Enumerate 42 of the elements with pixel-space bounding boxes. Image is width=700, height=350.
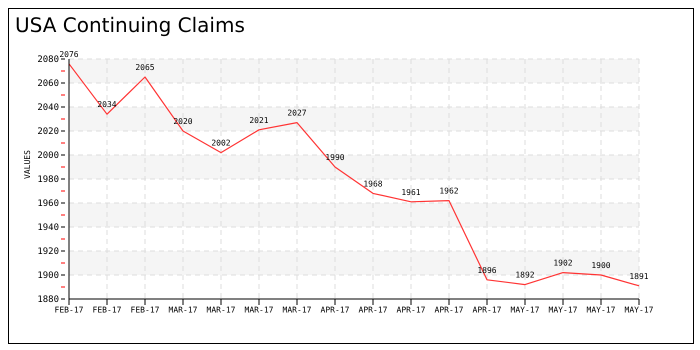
x-tick-label: MAY-17 xyxy=(624,306,654,315)
y-tick-label: 1900 xyxy=(37,271,59,281)
chart-title: USA Continuing Claims xyxy=(15,13,245,37)
data-label: 2002 xyxy=(211,138,231,148)
x-tick-label: MAY-17 xyxy=(586,306,616,315)
y-tick-label: 1920 xyxy=(37,247,59,257)
x-tick-label: MAR-17 xyxy=(168,306,198,315)
x-tick-label: MAR-17 xyxy=(244,306,274,315)
x-tick-label: APR-17 xyxy=(396,306,426,315)
y-tick-label: 1940 xyxy=(37,223,59,233)
data-label: 1892 xyxy=(515,270,535,280)
y-tick-label: 2080 xyxy=(37,55,59,65)
data-label: 2076 xyxy=(59,50,79,59)
data-label: 1962 xyxy=(439,186,459,196)
x-tick-label: MAR-17 xyxy=(206,306,236,315)
data-label: 1961 xyxy=(401,188,421,197)
x-tick-label: FEB-17 xyxy=(54,306,84,315)
y-tick-label: 2000 xyxy=(37,151,59,161)
data-label: 1968 xyxy=(363,179,383,188)
x-tick-label: MAR-17 xyxy=(282,306,312,315)
data-label: 1902 xyxy=(553,258,573,268)
x-tick-label: APR-17 xyxy=(320,306,350,315)
x-tick-label: MAY-17 xyxy=(548,306,578,315)
y-tick-label: 2060 xyxy=(37,79,59,89)
x-tick-label: FEB-17 xyxy=(130,306,160,315)
data-label: 2021 xyxy=(249,116,269,125)
y-tick-label: 1880 xyxy=(37,295,59,305)
data-label: 1891 xyxy=(629,272,649,281)
y-tick-label: 1960 xyxy=(37,199,59,209)
x-tick-label: FEB-17 xyxy=(92,306,122,315)
y-axis-title: VALUES xyxy=(22,150,32,179)
x-tick-label: APR-17 xyxy=(358,306,388,315)
x-tick-label: MAY-17 xyxy=(510,306,540,315)
data-label: 2027 xyxy=(287,108,307,118)
y-tick-label: 2020 xyxy=(37,127,59,137)
data-label: 1900 xyxy=(591,261,611,270)
x-tick-label: APR-17 xyxy=(472,306,502,315)
y-tick-label: 1980 xyxy=(37,175,59,185)
data-label: 2065 xyxy=(135,63,155,72)
x-tick-label: APR-17 xyxy=(434,306,464,315)
y-tick-label: 2040 xyxy=(37,103,59,113)
data-label: 1990 xyxy=(325,153,345,162)
